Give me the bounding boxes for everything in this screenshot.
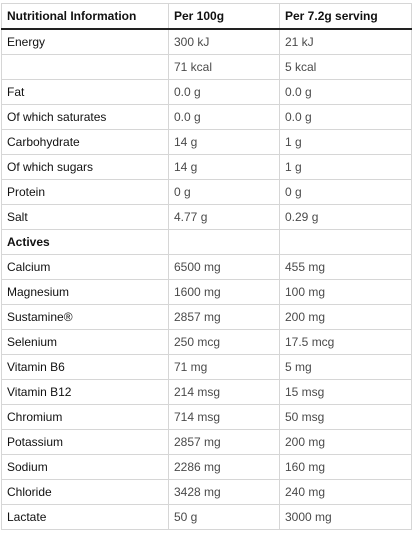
header-per-100g: Per 100g xyxy=(168,3,280,30)
per-serving-value: 240 mg xyxy=(279,479,412,505)
per-100g-value: 250 mcg xyxy=(168,329,280,355)
per-100g-value xyxy=(168,229,280,255)
per-serving-value: 3000 mg xyxy=(279,504,412,530)
row-label: Carbohydrate xyxy=(1,129,169,155)
table-row: Salt 4.77 g 0.29 g xyxy=(1,204,412,230)
per-100g-value: 71 mg xyxy=(168,354,280,380)
nutrition-table: Nutritional Information Per 100g Per 7.2… xyxy=(1,3,412,530)
table-row: Sustamine® 2857 mg 200 mg xyxy=(1,304,412,330)
per-serving-value: 50 msg xyxy=(279,404,412,430)
per-100g-value: 14 g xyxy=(168,129,280,155)
per-100g-value: 714 msg xyxy=(168,404,280,430)
row-label: Calcium xyxy=(1,254,169,280)
per-serving-value: 1 g xyxy=(279,154,412,180)
per-serving-value: 5 mg xyxy=(279,354,412,380)
per-100g-value: 1600 mg xyxy=(168,279,280,305)
row-label: Vitamin B12 xyxy=(1,379,169,405)
per-100g-value: 214 msg xyxy=(168,379,280,405)
row-label xyxy=(1,54,169,80)
table-row: Vitamin B12 214 msg 15 msg xyxy=(1,379,412,405)
table-row: Sodium 2286 mg 160 mg xyxy=(1,454,412,480)
row-label: Lactate xyxy=(1,504,169,530)
per-100g-value: 50 g xyxy=(168,504,280,530)
row-label: Protein xyxy=(1,179,169,205)
per-serving-value: 200 mg xyxy=(279,304,412,330)
table-row: Of which saturates 0.0 g 0.0 g xyxy=(1,104,412,130)
row-label: Of which sugars xyxy=(1,154,169,180)
table-row: 71 kcal 5 kcal xyxy=(1,54,412,80)
row-label: Actives xyxy=(1,229,169,255)
table-row: Lactate 50 g 3000 mg xyxy=(1,504,412,530)
row-label: Chloride xyxy=(1,479,169,505)
header-per-serving: Per 7.2g serving xyxy=(279,3,412,30)
per-serving-value xyxy=(279,229,412,255)
per-serving-value: 17.5 mcg xyxy=(279,329,412,355)
nutrition-table-container: Nutritional Information Per 100g Per 7.2… xyxy=(1,3,412,530)
table-row: Selenium 250 mcg 17.5 mcg xyxy=(1,329,412,355)
table-header-row: Nutritional Information Per 100g Per 7.2… xyxy=(1,3,412,30)
row-label: Selenium xyxy=(1,329,169,355)
table-row: Calcium 6500 mg 455 mg xyxy=(1,254,412,280)
table-row: Energy 300 kJ 21 kJ xyxy=(1,28,412,55)
row-label: Vitamin B6 xyxy=(1,354,169,380)
per-serving-value: 0.0 g xyxy=(279,104,412,130)
row-label: Magnesium xyxy=(1,279,169,305)
per-serving-value: 21 kJ xyxy=(279,28,412,55)
per-serving-value: 160 mg xyxy=(279,454,412,480)
per-100g-value: 4.77 g xyxy=(168,204,280,230)
table-row: Vitamin B6 71 mg 5 mg xyxy=(1,354,412,380)
per-100g-value: 14 g xyxy=(168,154,280,180)
table-row: Chromium 714 msg 50 msg xyxy=(1,404,412,430)
per-serving-value: 5 kcal xyxy=(279,54,412,80)
row-label: Of which saturates xyxy=(1,104,169,130)
per-serving-value: 100 mg xyxy=(279,279,412,305)
per-100g-value: 0.0 g xyxy=(168,104,280,130)
row-label: Salt xyxy=(1,204,169,230)
row-label: Energy xyxy=(1,28,169,55)
per-100g-value: 300 kJ xyxy=(168,28,280,55)
table-row: Actives xyxy=(1,229,412,255)
header-nutritional-information: Nutritional Information xyxy=(1,3,169,30)
row-label: Fat xyxy=(1,79,169,105)
per-serving-value: 0.0 g xyxy=(279,79,412,105)
per-100g-value: 2857 mg xyxy=(168,304,280,330)
per-100g-value: 0 g xyxy=(168,179,280,205)
per-100g-value: 6500 mg xyxy=(168,254,280,280)
per-100g-value: 2857 mg xyxy=(168,429,280,455)
per-serving-value: 200 mg xyxy=(279,429,412,455)
table-body: Energy 300 kJ 21 kJ 71 kcal 5 kcal Fat 0.0 g 0.… xyxy=(1,28,412,530)
per-serving-value: 1 g xyxy=(279,129,412,155)
per-serving-value: 455 mg xyxy=(279,254,412,280)
table-row: Potassium 2857 mg 200 mg xyxy=(1,429,412,455)
per-serving-value: 0.29 g xyxy=(279,204,412,230)
per-100g-value: 3428 mg xyxy=(168,479,280,505)
per-100g-value: 71 kcal xyxy=(168,54,280,80)
table-row: Chloride 3428 mg 240 mg xyxy=(1,479,412,505)
row-label: Potassium xyxy=(1,429,169,455)
per-serving-value: 15 msg xyxy=(279,379,412,405)
table-row: Fat 0.0 g 0.0 g xyxy=(1,79,412,105)
table-row: Magnesium 1600 mg 100 mg xyxy=(1,279,412,305)
per-100g-value: 0.0 g xyxy=(168,79,280,105)
per-serving-value: 0 g xyxy=(279,179,412,205)
row-label: Sodium xyxy=(1,454,169,480)
per-100g-value: 2286 mg xyxy=(168,454,280,480)
row-label: Chromium xyxy=(1,404,169,430)
row-label: Sustamine® xyxy=(1,304,169,330)
